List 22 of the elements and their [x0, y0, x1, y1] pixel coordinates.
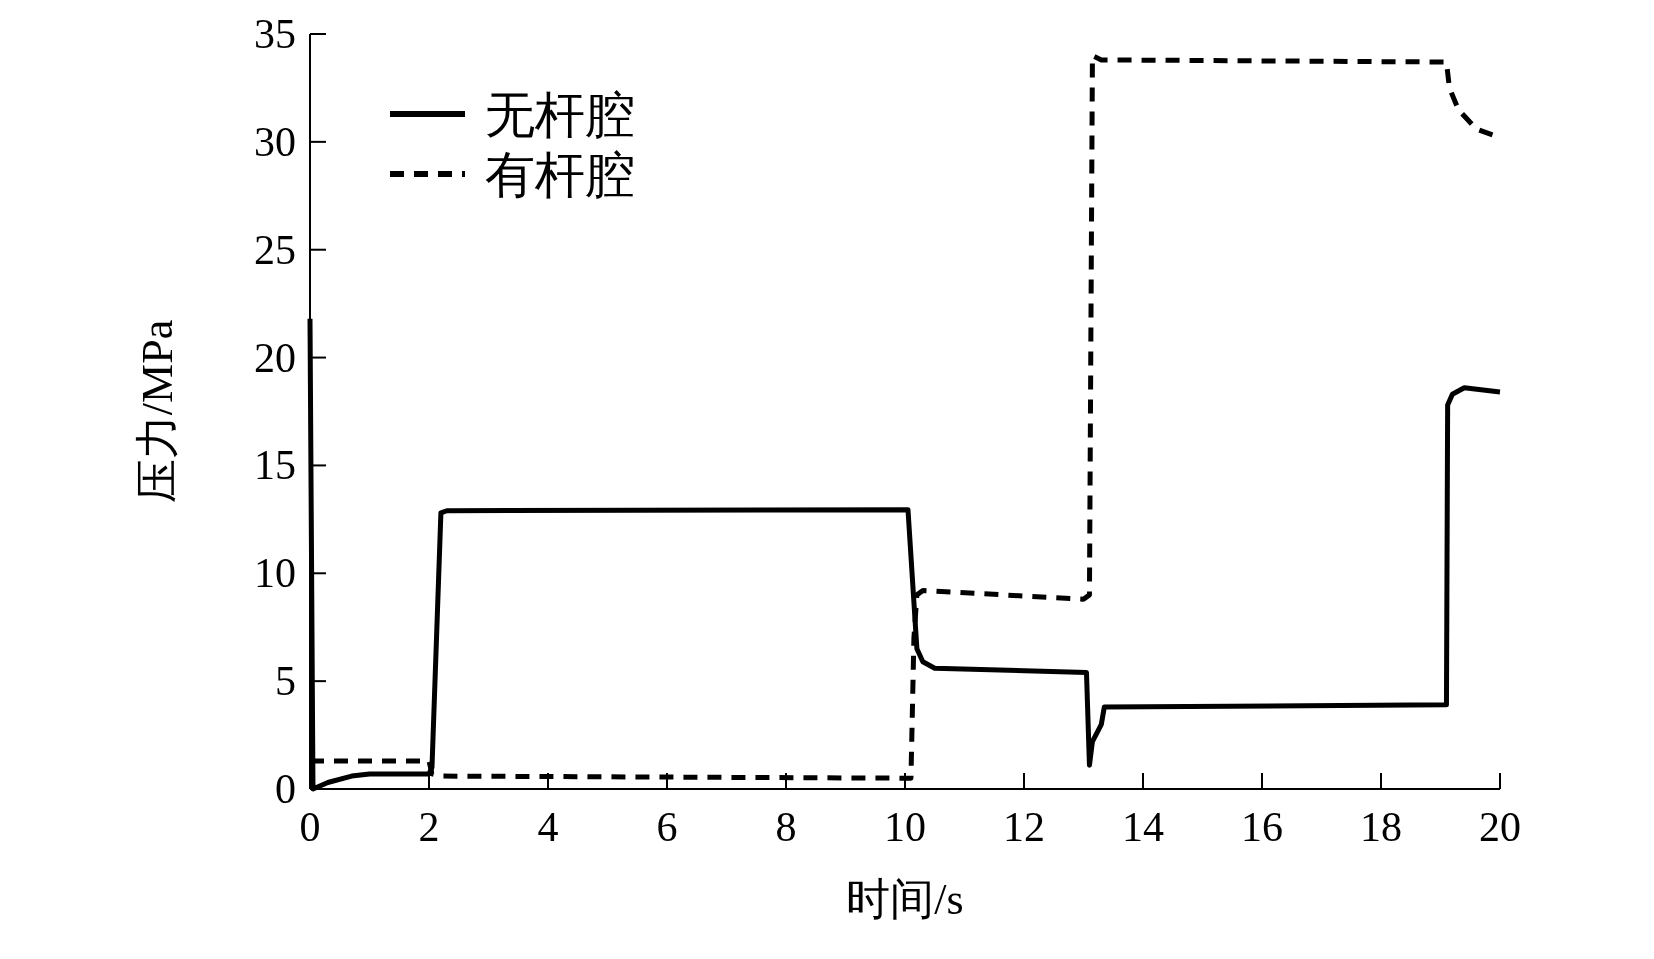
x-axis-title: 时间/s	[846, 875, 964, 924]
y-axis-title: 压力/MPa	[133, 319, 182, 504]
x-tick-label: 4	[537, 804, 559, 850]
x-tick-label: 16	[1241, 804, 1283, 850]
legend-label: 有杆腔	[485, 147, 635, 203]
y-tick-label: 5	[275, 658, 296, 705]
y-tick-label: 15	[254, 442, 296, 489]
x-tick-label: 10	[884, 804, 926, 850]
y-tick-label: 20	[254, 334, 296, 381]
y-tick-label: 10	[254, 550, 296, 597]
x-tick-label: 8	[775, 804, 797, 850]
y-tick-label: 35	[254, 11, 296, 57]
x-tick-label: 6	[656, 804, 678, 850]
x-tick-label: 20	[1479, 804, 1521, 850]
y-tick-label: 25	[254, 226, 296, 273]
y-tick-label: 0	[275, 766, 296, 812]
x-tick-label: 12	[1003, 804, 1045, 850]
legend-label: 无杆腔	[485, 87, 635, 143]
x-tick-label: 14	[1122, 804, 1164, 850]
x-tick-label: 2	[418, 804, 440, 850]
y-tick-label: 30	[254, 118, 296, 165]
x-tick-label: 18	[1360, 804, 1402, 850]
